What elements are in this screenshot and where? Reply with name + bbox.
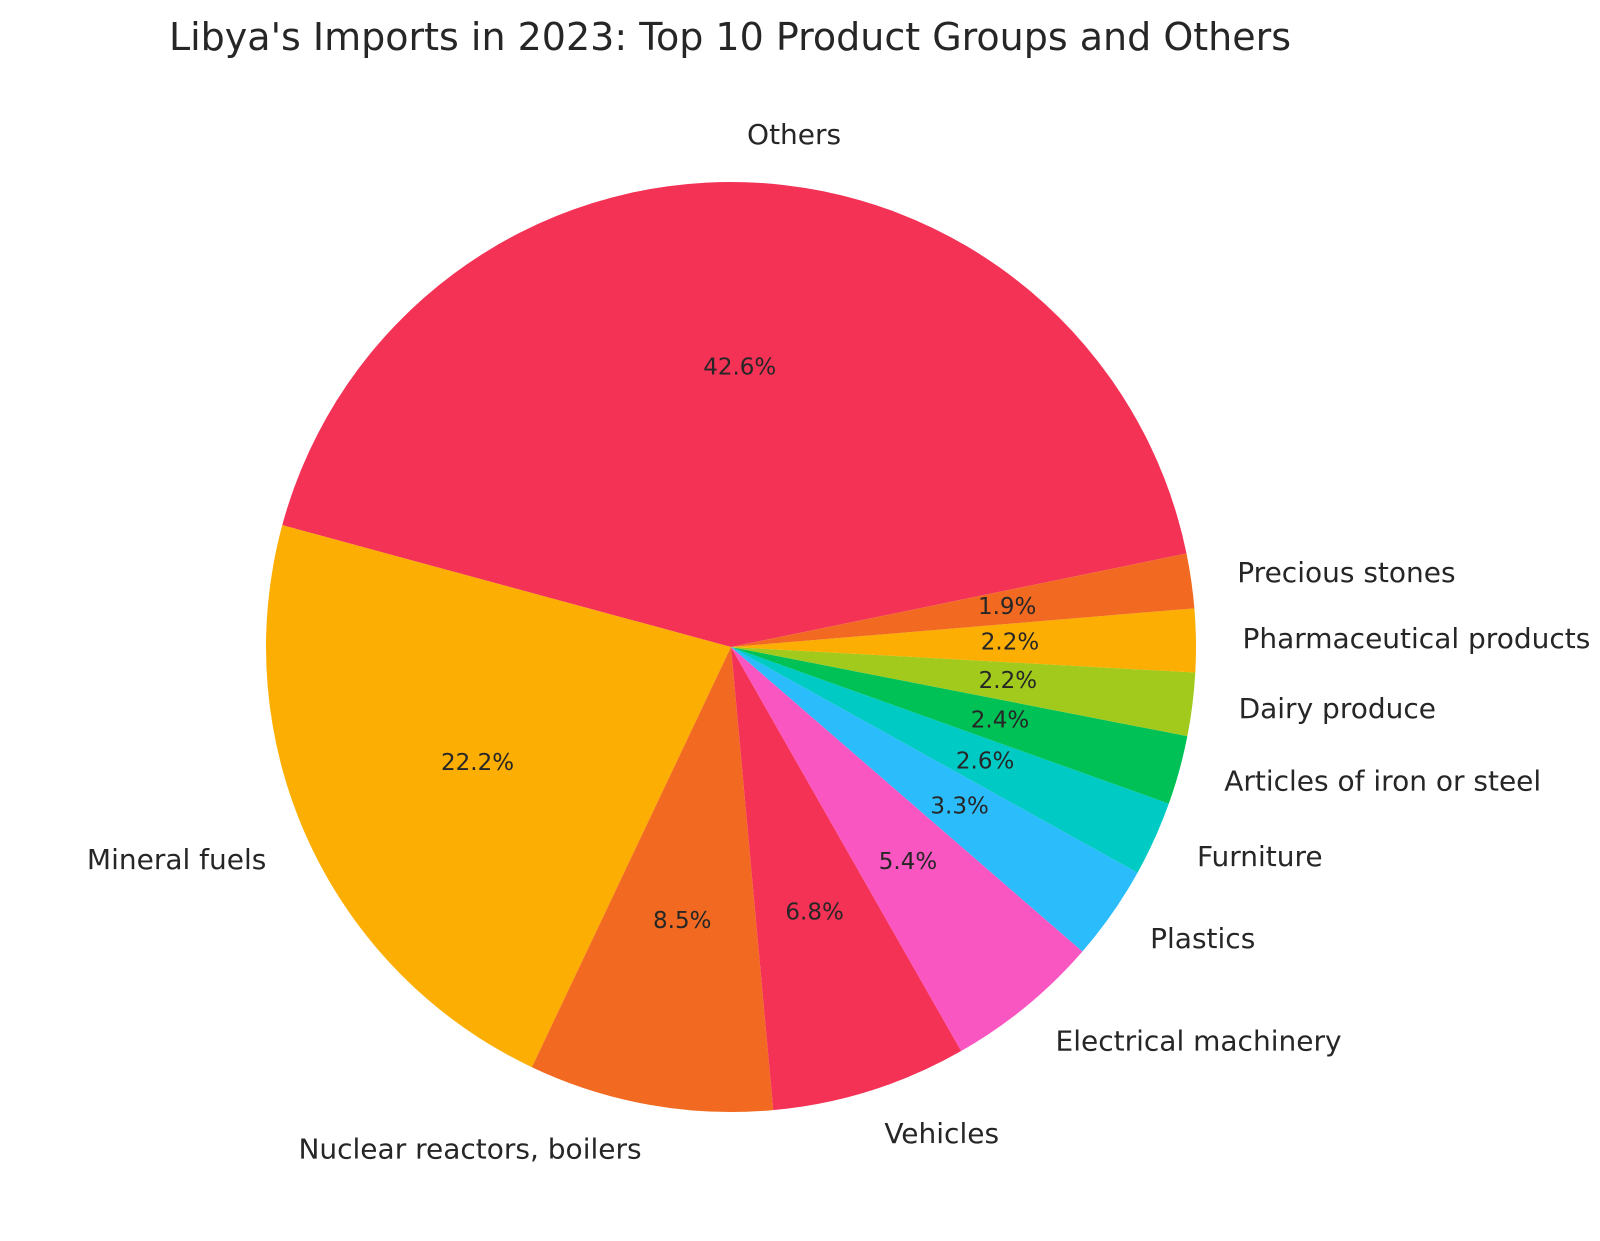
percent-label-precious-stones: 1.9% (978, 594, 1036, 620)
percent-label-articles-of-iron-or-steel: 2.4% (971, 707, 1029, 733)
pie-slice-furniture (731, 647, 1169, 873)
pie-slice-nuclear-reactors-boilers (531, 647, 774, 1112)
slice-label-articles-of-iron-or-steel: Articles of iron or steel (1224, 765, 1541, 798)
pie-slice-precious-stones (731, 553, 1195, 647)
pie-slice-others (282, 182, 1187, 647)
pie-slice-dairy-produce (731, 647, 1196, 737)
percent-label-mineral-fuels: 22.2% (441, 750, 514, 776)
percent-labels: 42.6% 22.2% 8.5% 6.8% 5.4% 3.3% 2.6% 2.4% 2.2% 2.… (441, 355, 1039, 935)
percent-label-furniture: 2.6% (956, 749, 1014, 775)
pie-slice-pharmaceutical-products (731, 608, 1197, 673)
pie-slice-mineral-fuels (266, 525, 731, 1068)
percent-label-dairy-produce: 2.2% (979, 668, 1037, 694)
slice-label-others: Others (747, 118, 841, 151)
percent-label-plastics: 3.3% (930, 793, 988, 819)
slice-label-plastics: Plastics (1150, 922, 1255, 955)
slice-label-furniture: Furniture (1197, 840, 1323, 873)
slice-labels: Others Mineral fuels Nuclear reactors, boi… (87, 118, 1590, 1166)
percent-label-others: 42.6% (703, 355, 776, 381)
slice-label-precious-stones: Precious stones (1237, 556, 1455, 589)
slice-label-electrical-machinery: Electrical machinery (1056, 1024, 1342, 1057)
pie-slice-plastics (731, 647, 1138, 952)
chart-title: Libya's Imports in 2023: Top 10 Product … (169, 15, 1291, 59)
percent-label-pharmaceutical-products: 2.2% (981, 630, 1039, 656)
percent-label-nuclear-reactors-boilers: 8.5% (653, 908, 711, 934)
slice-label-nuclear-reactors-boilers: Nuclear reactors, boilers (298, 1133, 641, 1166)
percent-label-vehicles: 6.8% (785, 900, 843, 926)
pie-slice-articles-of-iron-or-steel (731, 647, 1188, 804)
slice-label-vehicles: Vehicles (884, 1117, 999, 1150)
pie-slices (266, 182, 1197, 1112)
pie-slice-electrical-machinery (731, 647, 1083, 1052)
slice-label-mineral-fuels: Mineral fuels (87, 843, 266, 876)
slice-label-dairy-produce: Dairy produce (1239, 692, 1436, 725)
pie-slice-vehicles (731, 647, 962, 1111)
percent-label-electrical-machinery: 5.4% (879, 849, 937, 875)
slice-label-pharmaceutical-products: Pharmaceutical products (1242, 622, 1590, 655)
